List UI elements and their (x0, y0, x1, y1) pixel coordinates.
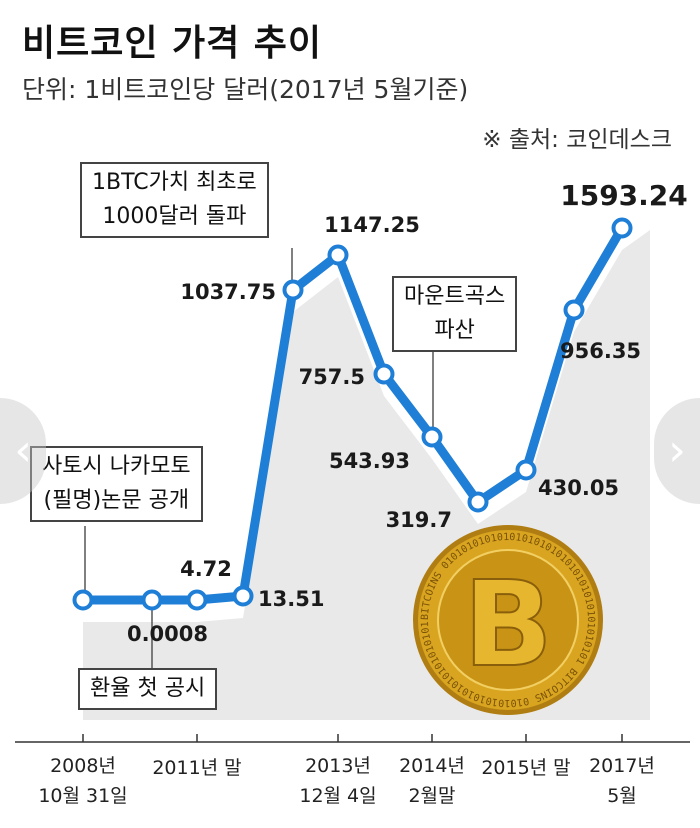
annotation-btc-1000: 1BTC가치 최초로 1000달러 돌파 (80, 162, 269, 238)
data-label: 757.5 (299, 365, 365, 389)
x-tick-label: 2013년 12월 4일 (299, 755, 376, 807)
coin-inner (437, 549, 579, 691)
data-label: 956.35 (560, 339, 641, 363)
data-label: 1147.25 (324, 213, 420, 237)
data-label: 1593.24 (560, 179, 688, 212)
data-label: 543.93 (329, 449, 410, 473)
annotation-mtgox: 마운트곡스 파산 (392, 276, 518, 352)
data-point (327, 244, 349, 266)
x-tick-label: 2011년 말 (152, 757, 241, 779)
x-tick-label-line: 10월 31일 (38, 785, 127, 807)
chevron-right-icon: › (668, 425, 686, 476)
x-tick-label: 2017년 5월 (589, 755, 655, 807)
source-note: ※ 출처: 코인데스크 (482, 127, 672, 153)
data-point (373, 363, 395, 385)
x-tick-label-line: 2015년 말 (481, 757, 570, 779)
x-tick-label-line: 2008년 (50, 755, 116, 777)
x-tick-label: 2014년 2월말 (399, 755, 465, 807)
data-point (186, 589, 208, 611)
chart-title: 비트코인 가격 추이 (22, 23, 323, 64)
data-point (421, 426, 443, 448)
x-tick-label-line: 2017년 (589, 755, 655, 777)
x-tick-label-line: 5월 (607, 785, 637, 807)
data-label: 4.72 (180, 557, 232, 581)
chevron-left-icon: ‹ (14, 425, 32, 476)
data-point (232, 585, 254, 607)
x-tick-label: 2015년 말 (481, 757, 570, 779)
data-point (611, 217, 633, 239)
x-tick-label-line: 2013년 (305, 755, 371, 777)
data-label: 430.05 (538, 476, 619, 500)
x-tick-label-line: 12월 4일 (299, 785, 376, 807)
data-point (282, 279, 304, 301)
data-label: 1037.75 (180, 280, 276, 304)
data-point (515, 459, 537, 481)
data-label: 13.51 (258, 587, 324, 611)
data-point (141, 589, 163, 611)
data-label: 0.0008 (127, 622, 208, 646)
x-tick-label-line: 2월말 (408, 785, 455, 807)
x-tick-label-line: 2011년 말 (152, 757, 241, 779)
data-point (72, 589, 94, 611)
coin-symbol: B (463, 555, 553, 693)
data-point (467, 491, 489, 513)
data-point (563, 299, 585, 321)
data-label: 319.7 (386, 508, 452, 532)
annotation-satoshi-paper: 사토시 나카모토 (필명)논문 공개 (30, 446, 203, 522)
annotation-first-exchange: 환율 첫 공시 (78, 668, 218, 710)
chart-subtitle: 단위: 1비트코인당 달러(2017년 5월기준) (22, 75, 469, 104)
x-tick-label: 2008년 10월 31일 (38, 755, 127, 807)
x-tick-label-line: 2014년 (399, 755, 465, 777)
